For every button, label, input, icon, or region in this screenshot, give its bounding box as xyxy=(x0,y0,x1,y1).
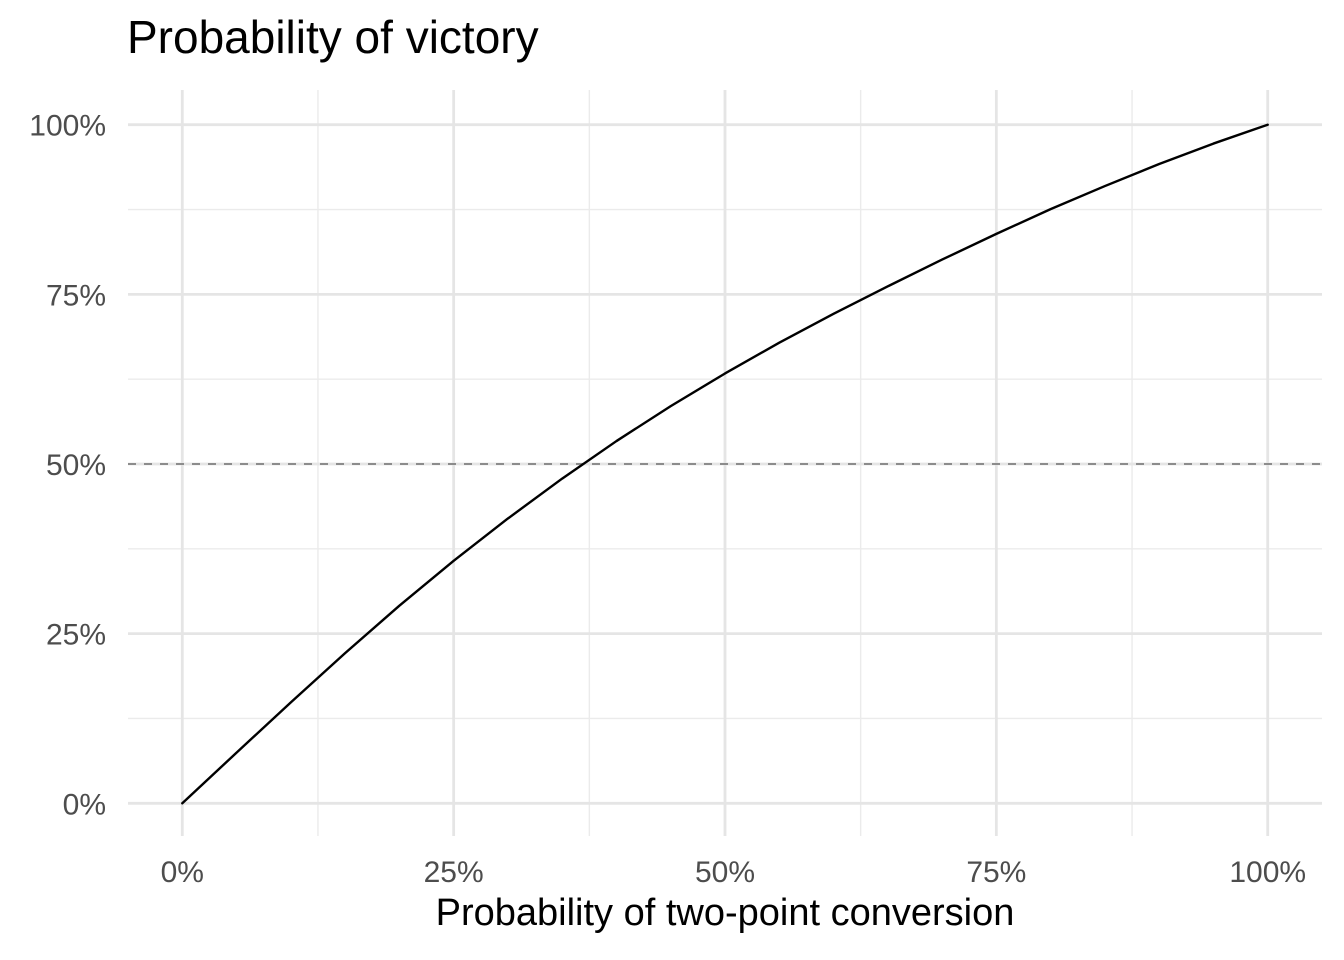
y-tick-label: 0% xyxy=(63,788,106,821)
x-axis-ticks: 0% 25% 50% 75% 100% xyxy=(161,856,1306,889)
x-tick-label: 75% xyxy=(966,856,1026,889)
y-axis-ticks: 0% 25% 50% 75% 100% xyxy=(29,110,106,822)
y-tick-label: 75% xyxy=(46,279,106,312)
x-tick-label: 0% xyxy=(161,856,204,889)
y-tick-label: 50% xyxy=(46,449,106,482)
series-line-0 xyxy=(181,123,1269,805)
x-axis-title: Probability of two-point conversion xyxy=(435,892,1015,934)
x-tick-label: 100% xyxy=(1229,856,1306,889)
y-tick-label: 100% xyxy=(29,110,106,143)
x-tick-label: 50% xyxy=(695,856,755,889)
chart-title: Probability of victory xyxy=(127,11,539,63)
x-tick-label: 25% xyxy=(424,856,484,889)
y-tick-label: 25% xyxy=(46,619,106,652)
series-layer xyxy=(181,123,1269,805)
